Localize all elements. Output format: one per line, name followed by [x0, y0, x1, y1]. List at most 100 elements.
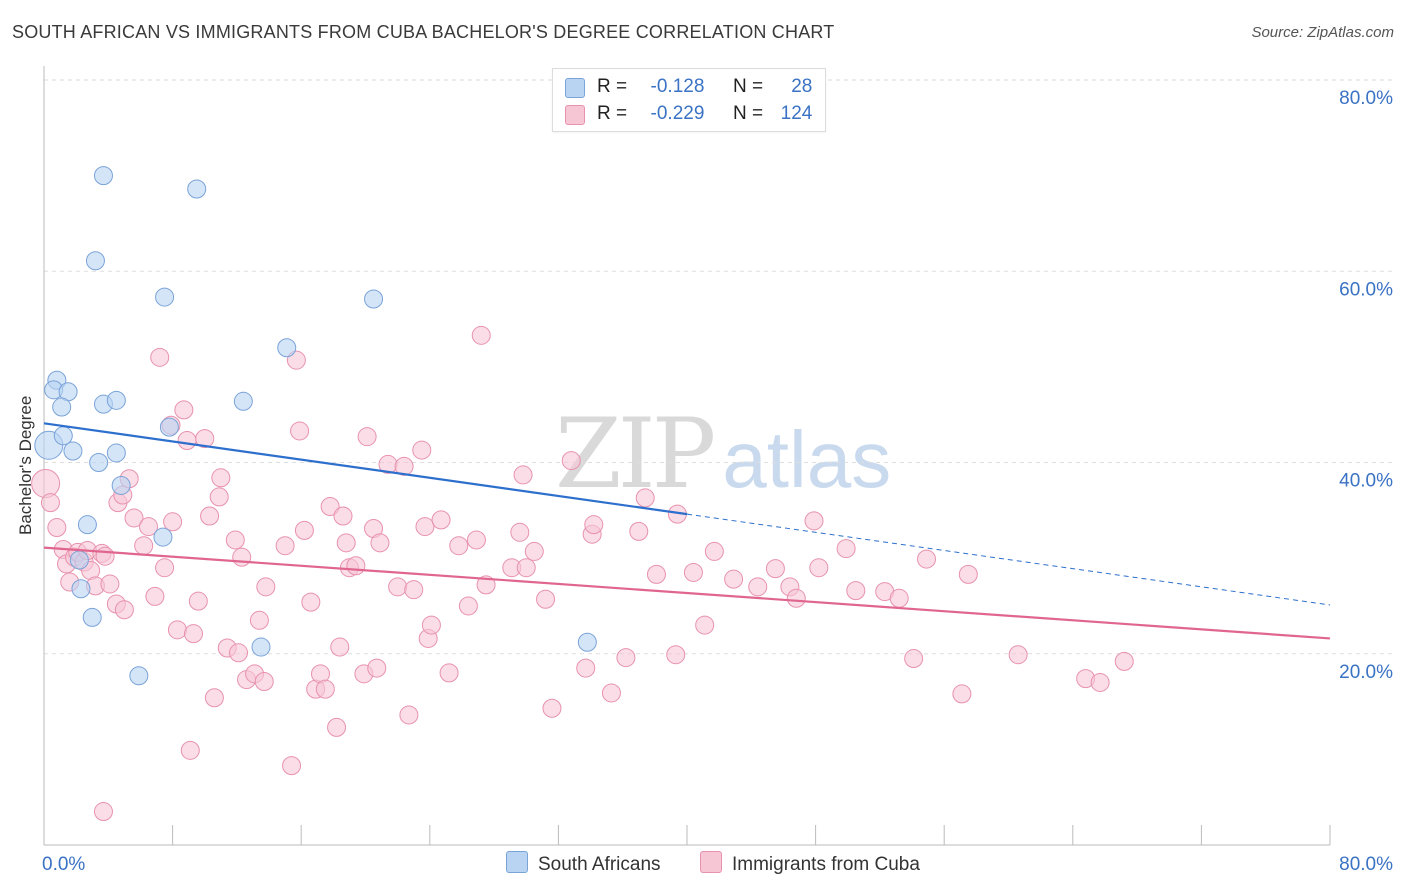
- legend-swatch-south-africans: [565, 78, 585, 98]
- cuba-point: [412, 440, 432, 460]
- cuba-point: [439, 663, 459, 683]
- south-african-point: [111, 475, 131, 495]
- cuba-point: [275, 536, 295, 556]
- south-africans-trend-line: [43, 422, 688, 516]
- cuba-point: [1090, 672, 1110, 692]
- cuba-point: [576, 658, 596, 678]
- cuba-point: [458, 596, 478, 616]
- legend-n-label: N =: [732, 103, 764, 124]
- cuba-point: [695, 615, 715, 635]
- sa-points: [34, 166, 597, 686]
- cuba-point: [958, 564, 978, 584]
- cuba-point: [542, 698, 562, 718]
- cuba-point: [846, 581, 866, 601]
- south-african-point: [69, 550, 89, 570]
- cuba-point: [367, 658, 387, 678]
- x-tick-label-min: 0.0%: [42, 854, 85, 875]
- cuba-point: [394, 456, 414, 476]
- cuba-point: [704, 541, 724, 561]
- cuba-point: [421, 615, 441, 635]
- cuba-point: [635, 488, 655, 508]
- legend-r-label: R =: [597, 76, 628, 97]
- legend-n-label: N =: [732, 76, 764, 97]
- cuba-point: [516, 558, 536, 578]
- south-african-point: [129, 666, 149, 686]
- legend-n-value: 28: [791, 76, 813, 97]
- cuba-points: [31, 325, 1134, 822]
- cuba-point: [282, 756, 302, 776]
- x-tick-label-max: 80.0%: [1339, 854, 1393, 875]
- legend-r-label: R =: [597, 103, 628, 124]
- cuba-point: [95, 546, 115, 566]
- cuba-point: [804, 511, 824, 531]
- cuba-point: [163, 512, 183, 532]
- bottom-legend-south-africans: South Africans: [506, 851, 661, 876]
- cuba-point: [301, 592, 321, 612]
- cuba-point: [917, 549, 937, 569]
- cuba-point: [204, 688, 224, 708]
- cuba-point: [724, 569, 744, 589]
- cuba-point: [431, 510, 451, 530]
- cuba-point: [138, 517, 158, 537]
- cuba-point: [399, 705, 419, 725]
- south-african-point: [52, 397, 72, 417]
- y-tick-label: 60.0%: [1339, 279, 1393, 300]
- cuba-point: [616, 648, 636, 668]
- cuba-point: [124, 508, 144, 528]
- cuba-point: [904, 649, 924, 669]
- watermark-zip: ZIP: [555, 398, 716, 510]
- grid-layer: [44, 79, 1394, 655]
- south-african-point: [89, 453, 109, 472]
- chart-title: SOUTH AFRICAN VS IMMIGRANTS FROM CUBA BA…: [12, 22, 835, 42]
- watermark: ZIP atlas: [555, 398, 891, 510]
- south-african-point: [187, 179, 207, 199]
- bottom-legend-cuba: Immigrants from Cuba: [700, 851, 920, 876]
- cuba-point: [584, 515, 604, 535]
- cuba-point: [629, 521, 649, 541]
- cuba-point: [1008, 645, 1028, 665]
- cuba-point: [561, 451, 581, 471]
- cuba-point: [209, 487, 229, 507]
- cuba-point: [524, 541, 544, 561]
- cuba-point: [449, 536, 469, 556]
- cuba-point: [134, 536, 154, 556]
- cuba-point: [333, 506, 353, 526]
- cuba-point: [471, 325, 491, 345]
- cuba-point: [145, 586, 165, 606]
- south-african-point: [93, 166, 113, 186]
- south-african-point: [106, 390, 126, 410]
- cuba-point: [536, 589, 556, 609]
- cuba-point: [809, 558, 829, 578]
- bottom-legend-label: Immigrants from Cuba: [732, 854, 920, 875]
- cuba-point: [370, 533, 390, 553]
- south-african-point: [153, 527, 173, 547]
- cuba-point: [290, 421, 310, 441]
- legend-swatch-cuba: [565, 105, 585, 125]
- cuba-point: [320, 496, 340, 516]
- legend-r-value: -0.229: [650, 103, 705, 124]
- watermark-atlas: atlas: [722, 415, 892, 504]
- cuba-trend-line: [43, 546, 1331, 640]
- cuba-point: [40, 493, 60, 513]
- south-africans-trend-extension: [686, 513, 1331, 606]
- legend-r-value: -0.128: [650, 76, 705, 97]
- bottom-legend-swatch-south-africans: [506, 851, 528, 873]
- y-tick-label: 80.0%: [1339, 88, 1393, 109]
- tick-labels: 20.0% 40.0% 60.0% 80.0% 0.0% 80.0%: [42, 88, 1393, 875]
- south-african-point: [85, 251, 105, 271]
- trend-layer: [43, 422, 1331, 640]
- cuba-point: [211, 468, 231, 488]
- cuba-point: [327, 717, 347, 737]
- cuba-point: [476, 575, 496, 595]
- cuba-point: [183, 624, 203, 644]
- cuba-point: [31, 469, 61, 499]
- cuba-point: [100, 574, 120, 594]
- cuba-point: [232, 547, 252, 567]
- south-african-point: [82, 607, 102, 627]
- cuba-point: [294, 520, 314, 540]
- cuba-point: [229, 643, 249, 663]
- cuba-point: [601, 683, 621, 703]
- cuba-point: [952, 684, 972, 704]
- cuba-point: [155, 558, 175, 578]
- legend-n-value: 124: [780, 103, 813, 124]
